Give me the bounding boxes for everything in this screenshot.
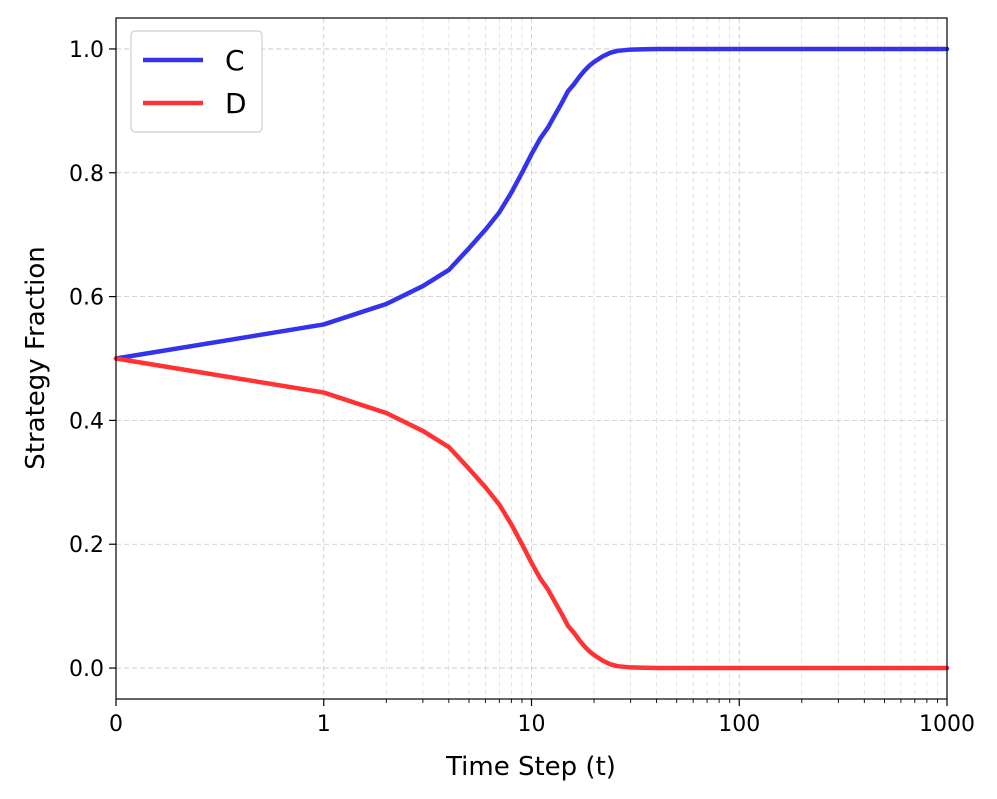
- x-axis: 0 1 10 100 1000: [109, 699, 975, 737]
- x-tick-label-3: 100: [718, 712, 760, 737]
- y-tick-label-0: 0.0: [69, 657, 104, 682]
- y-tick-label-4: 0.8: [69, 162, 104, 187]
- y-axis-title: Strategy Fraction: [21, 246, 51, 469]
- series-line-d: [113, 356, 950, 671]
- series-line-c: [113, 46, 950, 361]
- x-tick-label-0: 0: [109, 712, 123, 737]
- y-axis: 0.0 0.2 0.4 0.6 0.8 1.0: [69, 38, 116, 682]
- y-tick-label-1: 0.2: [69, 533, 104, 558]
- x-tick-label-2: 10: [518, 712, 546, 737]
- legend-box: [130, 30, 263, 133]
- x-tick-label-1: 1: [317, 712, 331, 737]
- y-tick-label-5: 1.0: [69, 38, 104, 63]
- legend: C D: [130, 30, 263, 133]
- x-axis-title: Time Step (t): [445, 752, 616, 782]
- x-tick-label-4: 1000: [919, 712, 975, 737]
- y-tick-label-3: 0.6: [69, 286, 104, 311]
- legend-label-c: C: [225, 44, 245, 77]
- y-tick-label-2: 0.4: [69, 409, 104, 434]
- series-lines: [113, 46, 950, 671]
- legend-label-d: D: [225, 87, 247, 120]
